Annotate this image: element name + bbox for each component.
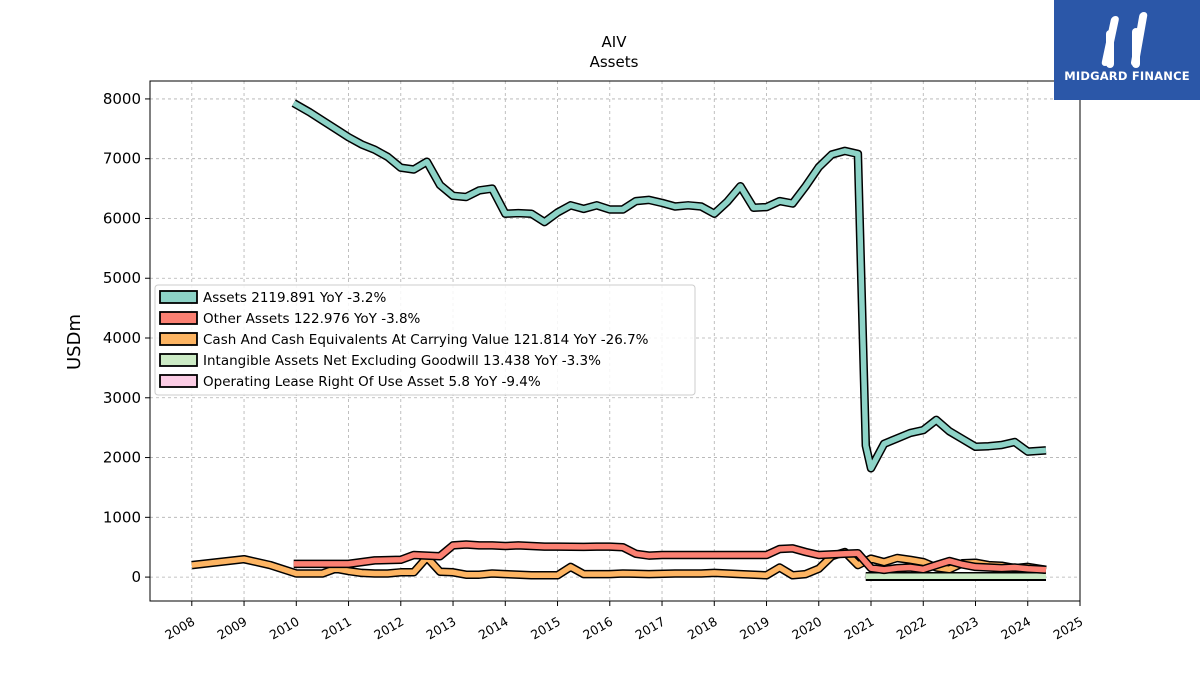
legend-label: Other Assets 122.976 YoY -3.8% <box>203 311 421 327</box>
legend-label: Cash And Cash Equivalents At Carrying Va… <box>203 332 649 348</box>
legend-swatch <box>159 374 198 388</box>
y-axis-label: USDm <box>64 314 85 370</box>
legend-swatch <box>159 290 198 304</box>
legend: Assets 2119.891 YoY -3.2% Other Assets 12… <box>154 284 696 396</box>
y-tick-label: 2000 <box>103 449 141 467</box>
x-tick-label: 2016 <box>580 614 615 643</box>
y-tick-label: 6000 <box>103 209 141 227</box>
x-tick-label: 2017 <box>632 614 667 643</box>
x-tick-label: 2011 <box>319 614 354 643</box>
y-tick-label: 3000 <box>103 389 141 407</box>
brand-logo: MIDGARD FINANCE <box>1054 0 1200 100</box>
chart-subtitle: Assets <box>590 53 639 71</box>
legend-swatch <box>159 332 198 346</box>
logo-text: MIDGARD FINANCE <box>1064 69 1190 83</box>
x-tick-label: 2020 <box>789 614 824 643</box>
series-line <box>293 541 1047 573</box>
x-tick-label: 2022 <box>894 614 929 643</box>
legend-label: Assets 2119.891 YoY -3.2% <box>203 290 387 306</box>
x-tick-label: 2012 <box>371 614 406 643</box>
y-tick-label: 8000 <box>103 90 141 108</box>
legend-swatch <box>159 311 198 325</box>
chart-title: AIV <box>602 33 628 51</box>
x-tick-label: 2010 <box>267 614 302 643</box>
y-tick-label: 7000 <box>103 150 141 168</box>
y-tick-label: 4000 <box>103 329 141 347</box>
series-lines <box>191 99 1047 581</box>
x-tick-label: 2008 <box>162 614 197 643</box>
logo-mark-icon <box>1101 12 1148 68</box>
legend-swatch <box>159 353 198 367</box>
x-tick-label: 2019 <box>737 614 772 643</box>
x-tick-label: 2013 <box>423 614 458 643</box>
x-tick-label: 2009 <box>214 614 249 643</box>
x-tick-label: 2024 <box>998 614 1033 643</box>
x-tick-label: 2025 <box>1050 614 1085 643</box>
x-tick-label: 2018 <box>685 614 720 643</box>
y-tick-label: 1000 <box>103 508 141 526</box>
y-tick-label: 0 <box>131 568 141 586</box>
x-tick-label: 2021 <box>841 614 876 643</box>
series-line <box>292 100 1047 472</box>
legend-box <box>154 284 696 396</box>
x-tick-label: 2023 <box>946 614 981 643</box>
legend-label: Operating Lease Right Of Use Asset 5.8 Y… <box>203 374 541 390</box>
plot-frame <box>149 80 1081 602</box>
y-tick-label: 5000 <box>103 269 141 287</box>
legend-label: Intangible Assets Net Excluding Goodwill… <box>203 353 601 369</box>
x-tick-label: 2014 <box>476 614 511 643</box>
x-tick-label: 2015 <box>528 614 563 643</box>
